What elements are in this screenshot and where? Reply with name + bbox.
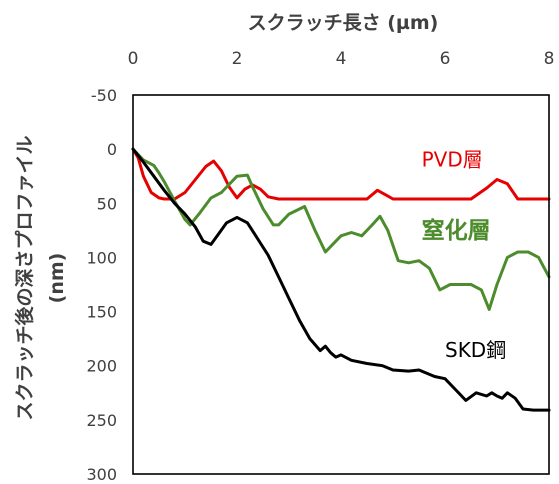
series-line-1 bbox=[131, 147, 551, 311]
y-tick-label: 300 bbox=[86, 465, 117, 484]
y-tick-label: 0 bbox=[107, 140, 117, 159]
y-tick-labels: -50 0 50 100 150 200 250 300 bbox=[86, 86, 117, 484]
y-axis-title-group: スクラッチ後の深さプロファイル bbox=[13, 135, 36, 420]
y-tick-label: 250 bbox=[86, 411, 117, 430]
y-tick-label: 100 bbox=[86, 248, 117, 267]
series-annotation: 窒化層 bbox=[422, 217, 491, 244]
y-tick-label: -50 bbox=[91, 86, 117, 105]
y-tick-label: 150 bbox=[86, 303, 117, 322]
y-tick-label: 50 bbox=[97, 194, 117, 213]
series-lines bbox=[131, 147, 551, 412]
x-tick-label: 8 bbox=[544, 49, 555, 69]
x-tick-label: 2 bbox=[232, 49, 243, 69]
y-axis-title: スクラッチ後の深さプロファイル bbox=[13, 135, 36, 420]
y-axis-unit: (nm) bbox=[46, 253, 68, 304]
plot-area-frame bbox=[132, 94, 550, 475]
series-annotation: SKD鋼 bbox=[445, 338, 506, 362]
x-tick-label: 0 bbox=[128, 49, 139, 69]
y-axis-unit-group: (nm) bbox=[46, 253, 68, 304]
x-tick-labels: 0 2 4 6 8 bbox=[128, 49, 555, 69]
x-axis-title: スクラッチ長さ (µm) bbox=[248, 12, 439, 34]
series-annotation: PVD層 bbox=[422, 147, 483, 171]
x-tick-label: 6 bbox=[440, 49, 451, 69]
series-line-2 bbox=[131, 147, 551, 412]
x-tick-label: 4 bbox=[336, 49, 347, 69]
y-tick-label: 200 bbox=[86, 357, 117, 376]
series-line-0 bbox=[131, 147, 551, 201]
